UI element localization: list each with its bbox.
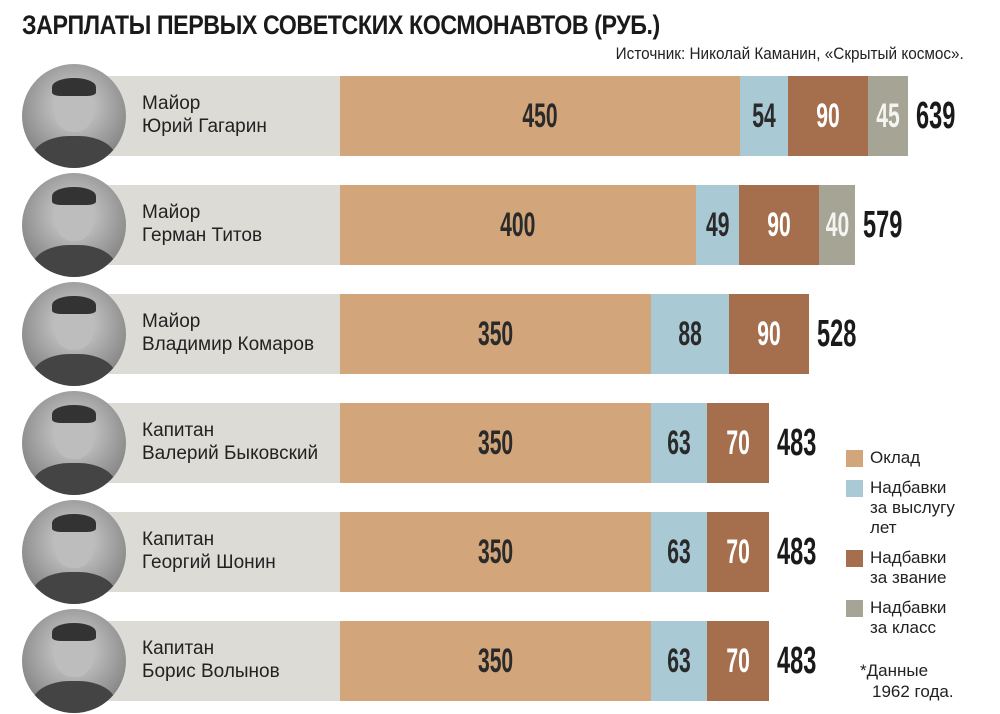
cosmonaut-photo bbox=[22, 282, 126, 386]
segment-value: 90 bbox=[767, 206, 791, 244]
total-value: 483 bbox=[777, 640, 817, 682]
cosmonaut-label: Майор Герман Титов bbox=[142, 201, 262, 247]
bar-segment bbox=[788, 76, 868, 156]
bar-segment bbox=[340, 185, 696, 265]
legend-label: лет bbox=[870, 518, 897, 537]
rank: Майор bbox=[142, 311, 201, 332]
segment-value: 63 bbox=[667, 533, 691, 571]
cosmonaut-label: Капитан Борис Волынов bbox=[142, 637, 280, 683]
bar-row: Капитан Георгий Шонин 350 63 70 483 bbox=[0, 500, 1000, 604]
legend-item: Оклад bbox=[846, 448, 1000, 468]
rank: Капитан bbox=[142, 638, 215, 659]
legend-label: Надбавки bbox=[870, 548, 947, 567]
legend: Оклад Надбавки за выслугу лет Надбавки за зва… bbox=[846, 448, 1000, 648]
bar-segment bbox=[707, 621, 770, 701]
cosmonaut-name: Владимир Комаров bbox=[142, 334, 315, 355]
segment-value: 70 bbox=[726, 533, 750, 571]
bar-row: Капитан Валерий Быковский 350 63 70 483 bbox=[0, 391, 1000, 495]
bar-segment bbox=[707, 512, 770, 592]
segment-value: 350 bbox=[477, 642, 514, 680]
bar-row: Майор Герман Титов 400 49 90 40 579 bbox=[0, 173, 1000, 277]
segment-value: 45 bbox=[876, 97, 900, 135]
bar-segment bbox=[868, 76, 908, 156]
cosmonaut-label: Майор Юрий Гагарин bbox=[142, 92, 267, 138]
legend-item: Надбавки за класс bbox=[846, 598, 1000, 638]
legend-label: за звание bbox=[870, 568, 947, 587]
segment-value: 63 bbox=[667, 642, 691, 680]
bar-segment bbox=[340, 76, 740, 156]
footnote-line: *Данные bbox=[860, 661, 929, 680]
legend-swatch bbox=[846, 600, 863, 617]
cosmonaut-photo bbox=[22, 64, 126, 168]
bar-row: Майор Юрий Гагарин 450 54 90 45 639 bbox=[0, 64, 1000, 168]
cosmonaut-name: Георгий Шонин bbox=[142, 552, 276, 573]
segment-value: 70 bbox=[726, 642, 750, 680]
source-note: Источник: Николай Каманин, «Скрытый косм… bbox=[615, 44, 964, 63]
rank: Капитан bbox=[142, 529, 215, 550]
cosmonaut-photo bbox=[22, 173, 126, 277]
bar-segment bbox=[340, 512, 652, 592]
cosmonaut-name: Герман Титов bbox=[142, 225, 263, 246]
bar-segment bbox=[651, 512, 708, 592]
total-value: 639 bbox=[916, 95, 956, 137]
bar-segment bbox=[819, 185, 855, 265]
total-value: 579 bbox=[862, 204, 902, 246]
cosmonaut-photo bbox=[22, 391, 126, 495]
footnote-line: 1962 года. bbox=[872, 682, 954, 701]
segment-value: 49 bbox=[705, 206, 730, 244]
segment-value: 350 bbox=[477, 315, 514, 353]
legend-swatch bbox=[846, 550, 863, 567]
legend-label: Надбавки bbox=[870, 598, 947, 617]
bar-segment bbox=[740, 76, 788, 156]
bar-segment bbox=[707, 403, 770, 483]
segment-value: 400 bbox=[500, 206, 536, 244]
footnote: *Данные 1962 года. bbox=[860, 660, 954, 702]
total-value: 528 bbox=[817, 313, 857, 355]
cosmonaut-label: Майор Владимир Комаров bbox=[142, 310, 314, 356]
segment-value: 450 bbox=[522, 97, 558, 135]
bar-segment bbox=[340, 294, 652, 374]
rank: Капитан bbox=[142, 420, 215, 441]
segment-value: 350 bbox=[477, 533, 514, 571]
segment-value: 350 bbox=[477, 424, 514, 462]
segment-value: 54 bbox=[752, 97, 776, 135]
cosmonaut-label: Капитан Георгий Шонин bbox=[142, 528, 276, 574]
rank: Майор bbox=[142, 202, 201, 223]
legend-label: за выслугу bbox=[870, 498, 955, 517]
legend-label: за класс bbox=[870, 618, 936, 637]
segment-value: 88 bbox=[678, 315, 702, 353]
segment-value: 63 bbox=[667, 424, 691, 462]
cosmonaut-name: Юрий Гагарин bbox=[142, 116, 267, 137]
cosmonaut-label: Капитан Валерий Быковский bbox=[142, 419, 318, 465]
cosmonaut-name: Валерий Быковский bbox=[142, 443, 319, 464]
total-value: 483 bbox=[777, 531, 817, 573]
legend-label: Оклад bbox=[870, 448, 921, 467]
bar-segment bbox=[695, 185, 740, 265]
legend-swatch bbox=[846, 480, 863, 497]
legend-item: Надбавки за звание bbox=[846, 548, 1000, 588]
bar-row: Майор Владимир Комаров 350 88 90 528 bbox=[0, 282, 1000, 386]
cosmonaut-name: Борис Волынов bbox=[142, 661, 280, 682]
cosmonaut-photo bbox=[22, 609, 126, 713]
legend-swatch bbox=[846, 450, 863, 467]
total-value: 483 bbox=[777, 422, 817, 464]
bar-segment bbox=[340, 621, 652, 701]
segment-value: 90 bbox=[757, 315, 782, 353]
segment-value: 90 bbox=[816, 97, 840, 135]
bar-segment bbox=[729, 294, 810, 374]
segment-value: 70 bbox=[726, 424, 750, 462]
cosmonaut-photo bbox=[22, 500, 126, 604]
bar-segment bbox=[739, 185, 820, 265]
bar-row: Капитан Борис Волынов 350 63 70 483 bbox=[0, 609, 1000, 713]
rank: Майор bbox=[142, 93, 201, 114]
legend-item: Надбавки за выслугу лет bbox=[846, 478, 1000, 538]
bar-segment bbox=[340, 403, 652, 483]
segment-value: 40 bbox=[825, 206, 850, 244]
bar-segment bbox=[651, 621, 708, 701]
bar-segment bbox=[651, 294, 730, 374]
chart-title: ЗАРПЛАТЫ ПЕРВЫХ СОВЕТСКИХ КОСМОНАВТОВ (Р… bbox=[22, 10, 660, 40]
bar-segment bbox=[651, 403, 708, 483]
legend-label: Надбавки bbox=[870, 478, 947, 497]
